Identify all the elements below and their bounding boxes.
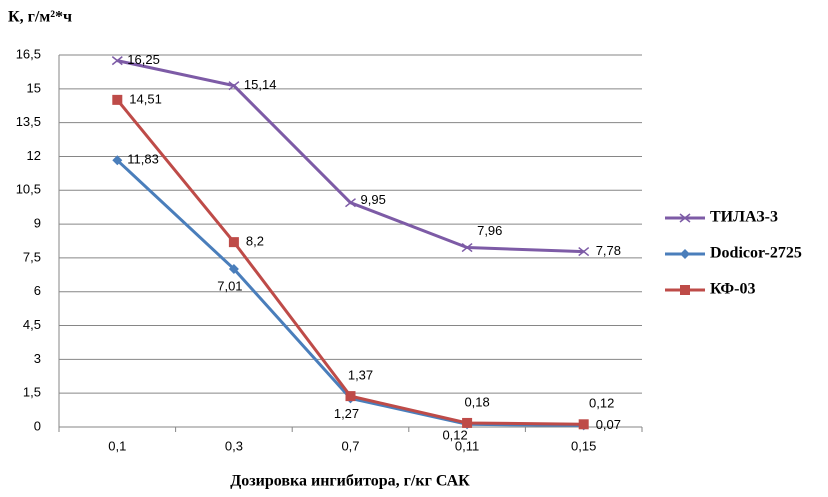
y-axis-label: К, г/м²*ч [8, 9, 72, 26]
y-tick-label: 3 [34, 351, 41, 366]
legend-label: ТИЛАЗ-3 [710, 209, 778, 226]
series-line [116, 159, 584, 427]
legend-marker [680, 249, 690, 259]
data-label: 0,12 [589, 396, 614, 411]
point [345, 391, 356, 402]
point [111, 56, 123, 66]
data-label: 15,14 [244, 77, 277, 92]
data-label: 1,27 [334, 406, 359, 421]
x-tick-label: 0,7 [341, 438, 359, 453]
y-tick-label: 7,5 [23, 249, 41, 264]
point [578, 247, 590, 257]
x-tick-label: 0,3 [225, 438, 243, 453]
y-tick-label: 16,5 [16, 46, 41, 61]
data-label: 14,51 [129, 91, 162, 106]
legend-marker [680, 285, 690, 295]
point [462, 417, 473, 428]
data-label: 8,2 [246, 234, 264, 249]
data-label: 9,95 [361, 192, 386, 207]
data-label: 16,25 [127, 52, 160, 67]
legend-label: КФ-03 [710, 281, 755, 298]
x-tick-label: 0,15 [571, 438, 596, 453]
y-tick-label: 12 [27, 148, 41, 163]
point [228, 237, 239, 248]
y-tick-label: 10,5 [16, 182, 41, 197]
data-label: 0,18 [464, 394, 489, 409]
data-label: 0,07 [596, 417, 621, 432]
data-label: 1,37 [348, 368, 373, 383]
legend-marker [679, 213, 691, 223]
point [228, 81, 240, 91]
point [578, 419, 589, 430]
y-tick-label: 4,5 [23, 317, 41, 332]
data-label: 7,96 [477, 223, 502, 238]
y-tick-label: 9 [34, 216, 41, 231]
y-tick-label: 13,5 [16, 114, 41, 129]
point [228, 263, 239, 274]
point [112, 94, 123, 105]
y-tick-label: 1,5 [23, 385, 41, 400]
y-tick-label: 15 [27, 80, 41, 95]
legend-label: Dodicor-2725 [710, 245, 802, 262]
point [112, 155, 123, 166]
y-tick-label: 6 [34, 283, 41, 298]
x-tick-label: 0,11 [455, 438, 479, 453]
point [345, 198, 356, 208]
data-label: 0,12 [442, 428, 467, 443]
data-label: 7,01 [217, 278, 242, 293]
x-axis-label: Дозировка ингибитора, г/кг САК [230, 473, 470, 490]
x-tick-label: 0,1 [108, 438, 126, 453]
y-tick-label: 0 [34, 418, 41, 433]
data-label: 11,83 [127, 152, 159, 167]
point [461, 242, 473, 253]
data-label: 7,78 [596, 243, 621, 258]
